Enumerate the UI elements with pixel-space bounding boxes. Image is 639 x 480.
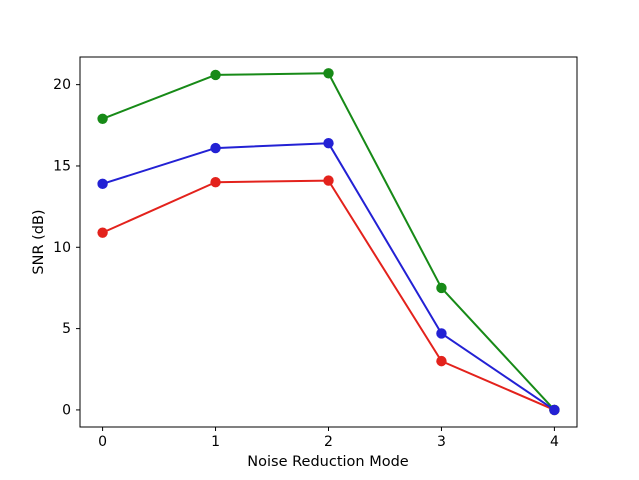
data-point-blue-line — [323, 137, 334, 149]
y-axis-label: SNR (dB) — [31, 209, 47, 274]
data-point-blue-line — [436, 328, 447, 339]
y-tick-label: 15 — [53, 158, 71, 174]
data-point-red-line — [323, 175, 334, 186]
x-tick-label: 0 — [98, 434, 107, 450]
data-point-red-line — [210, 177, 221, 188]
data-point-green-line — [210, 69, 221, 81]
plot-area: 0 1 2 3 4 0 5 10 15 20 — [53, 56, 578, 450]
x-tick-label: 2 — [324, 434, 333, 450]
x-tick-label: 3 — [437, 434, 446, 450]
data-point-blue-line — [97, 178, 108, 190]
y-tick-label: 5 — [62, 321, 71, 337]
data-point-blue-line — [549, 404, 560, 416]
data-point-green-line — [323, 68, 334, 79]
data-point-blue-line — [210, 142, 221, 154]
x-tick-label: 4 — [550, 434, 559, 450]
data-point-red-line — [97, 227, 108, 238]
y-tick-label: 10 — [53, 240, 71, 256]
axes-spines — [79, 56, 578, 428]
y-tick-label: 20 — [53, 77, 71, 93]
data-point-green-line — [436, 282, 447, 294]
x-axis-label: Noise Reduction Mode — [247, 454, 409, 470]
x-tick-label: 1 — [211, 434, 220, 450]
y-tick-label: 0 — [62, 402, 71, 418]
data-point-red-line — [436, 355, 447, 367]
data-point-green-line — [97, 113, 108, 125]
